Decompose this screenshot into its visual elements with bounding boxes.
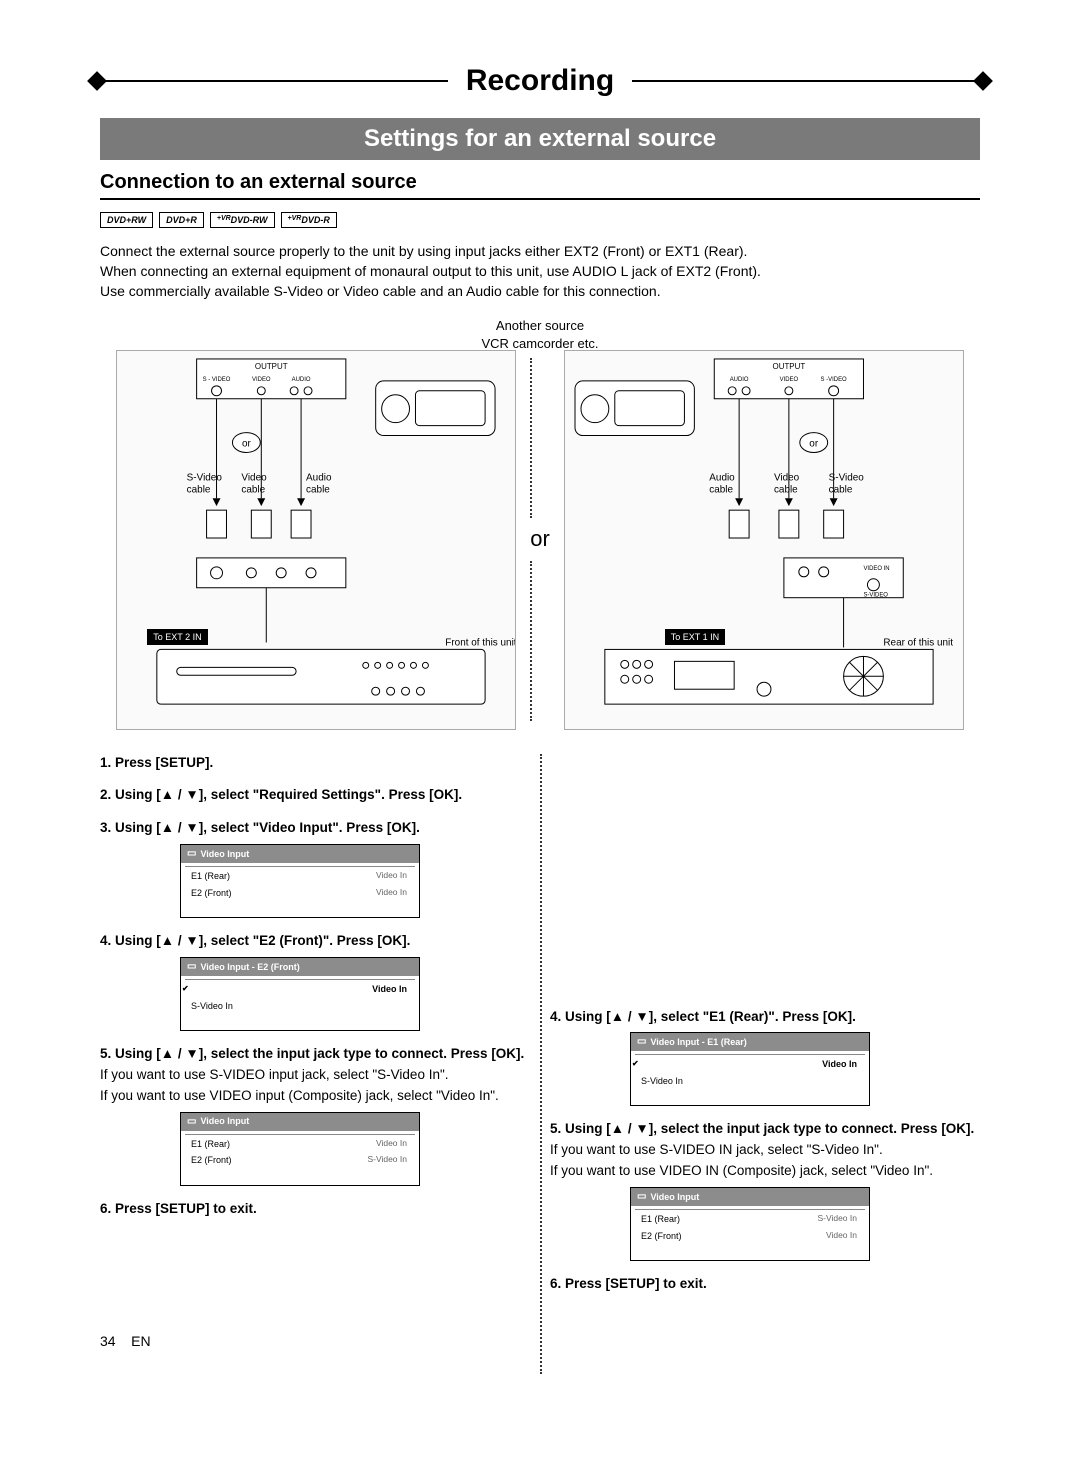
step-5-right-note1: If you want to use S-VIDEO IN jack, sele… [550, 1141, 980, 1160]
ornament-right [940, 80, 980, 82]
badge-dvd-minus-r: +VRDVD-R [281, 212, 337, 229]
menu-icon: ▭ [637, 1035, 646, 1049]
svg-text:Audio: Audio [709, 472, 735, 483]
menu-row-label: E1 (Rear) [191, 1138, 230, 1151]
badge-dvd-minus-rw: +VRDVD-RW [210, 212, 275, 229]
steps-divider [540, 754, 542, 1374]
svg-text:or: or [809, 438, 819, 449]
menu-row-value: S-Video In [817, 1213, 857, 1226]
menu-title-text: Video Input [650, 1191, 699, 1204]
svg-text:cable: cable [828, 484, 852, 495]
svg-text:cable: cable [709, 484, 733, 495]
or-divider: or [530, 352, 550, 727]
step-5-right-note2: If you want to use VIDEO IN (Composite) … [550, 1162, 980, 1181]
intro-line: Use commercially available S-Video or Vi… [100, 282, 980, 302]
diagram-front-ext2: OUTPUT S - VIDEO VIDEO AUDIO or S-Video … [116, 350, 516, 730]
page-lang: EN [131, 1333, 150, 1349]
menu-row-label: S-Video In [191, 1000, 233, 1013]
step-5-left-note2: If you want to use VIDEO input (Composit… [100, 1087, 530, 1106]
step-4-left: 4. Using [▲ / ▼], select "E2 (Front)". P… [100, 932, 530, 951]
svg-text:Audio: Audio [306, 472, 332, 483]
menu-title-text: Video Input [200, 848, 249, 861]
svg-text:S -VIDEO: S -VIDEO [820, 376, 847, 382]
menu-result-right: ▭ Video Input E1 (Rear) S-Video In E2 (Fro… [630, 1187, 870, 1261]
step-5-left: 5. Using [▲ / ▼], select the input jack … [100, 1045, 530, 1064]
svg-text:S - VIDEO: S - VIDEO [203, 376, 231, 382]
to-ext1-label: To EXT 1 IN [665, 629, 725, 646]
step-5-right: 5. Using [▲ / ▼], select the input jack … [550, 1120, 980, 1139]
svg-text:OUTPUT: OUTPUT [772, 361, 805, 370]
section-title-bar: Settings for an external source [100, 118, 980, 160]
menu-row-value: Video In [376, 887, 407, 900]
chapter-title: Recording [448, 60, 632, 102]
menu-icon: ▭ [187, 847, 196, 861]
intro-paragraph: Connect the external source properly to … [100, 242, 980, 301]
svg-text:cable: cable [242, 484, 266, 495]
badge-dvd-plus-r: DVD+R [159, 212, 204, 229]
step-3: 3. Using [▲ / ▼], select "Video Input". … [100, 819, 530, 838]
svg-text:VIDEO: VIDEO [252, 376, 271, 382]
menu-row-label: Video In [822, 1058, 857, 1071]
menu-row-label: Video In [372, 983, 407, 996]
step-2: 2. Using [▲ / ▼], select "Required Setti… [100, 786, 530, 805]
svg-text:Video: Video [774, 472, 800, 483]
svg-text:VIDEO: VIDEO [779, 376, 798, 382]
menu-icon: ▭ [187, 1115, 196, 1129]
page-number: 34 [100, 1333, 116, 1349]
menu-row-label: E1 (Rear) [641, 1213, 680, 1226]
to-ext2-label: To EXT 2 IN [147, 629, 207, 646]
menu-row-value: Video In [826, 1230, 857, 1243]
menu-row-label: E2 (Front) [641, 1230, 682, 1243]
svg-text:AUDIO: AUDIO [292, 376, 311, 382]
chapter-header: Recording [100, 60, 980, 102]
menu-row-value: Video In [376, 870, 407, 883]
step-6-right: 6. Press [SETUP] to exit. [550, 1275, 980, 1294]
menu-title-text: Video Input - E2 (Front) [200, 961, 299, 974]
rule-right [632, 80, 940, 82]
svg-text:S-VIDEO: S-VIDEO [863, 592, 888, 598]
ornament-left [100, 80, 140, 82]
step-5-left-note1: If you want to use S-VIDEO input jack, s… [100, 1066, 530, 1085]
badge-dvd-plus-rw: DVD+RW [100, 212, 153, 229]
step-1: 1. Press [SETUP]. [100, 754, 530, 773]
output-label: OUTPUT [255, 361, 288, 370]
subsection-title: Connection to an external source [100, 168, 980, 200]
svg-text:cable: cable [187, 484, 211, 495]
svg-text:or: or [242, 438, 252, 449]
menu-row-label: E2 (Front) [191, 1154, 232, 1167]
intro-line: When connecting an external equipment of… [100, 262, 980, 282]
menu-row-value: Video In [376, 1138, 407, 1151]
svg-text:cable: cable [774, 484, 798, 495]
step-4-right: 4. Using [▲ / ▼], select "E1 (Rear)". Pr… [550, 1008, 980, 1027]
step-6-left: 6. Press [SETUP] to exit. [100, 1200, 530, 1219]
diagram-rear-ext1: OUTPUT AUDIO VIDEO S -VIDEO or Audio cab… [564, 350, 964, 730]
menu-video-input: ▭ Video Input E1 (Rear) Video In E2 (Front… [180, 844, 420, 918]
menu-row-label: E2 (Front) [191, 887, 232, 900]
menu-result-left: ▭ Video Input E1 (Rear) Video In E2 (Front… [180, 1112, 420, 1186]
menu-icon: ▭ [637, 1190, 646, 1204]
format-badges: DVD+RW DVD+R +VRDVD-RW +VRDVD-R [100, 212, 980, 229]
steps-area: 1. Press [SETUP]. 2. Using [▲ / ▼], sele… [100, 754, 980, 1308]
steps-right-column: 4. Using [▲ / ▼], select "E1 (Rear)". Pr… [550, 754, 980, 1308]
rule-left [140, 80, 448, 82]
menu-e1-rear: ▭ Video Input - E1 (Rear) Video In S-Vide… [630, 1032, 870, 1106]
svg-text:Rear of this unit: Rear of this unit [883, 637, 953, 648]
svg-text:AUDIO: AUDIO [729, 376, 748, 382]
menu-row-value: S-Video In [367, 1154, 407, 1167]
connection-diagram: OUTPUT S - VIDEO VIDEO AUDIO or S-Video … [100, 350, 980, 730]
svg-text:VIDEO IN: VIDEO IN [863, 565, 889, 571]
svg-text:cable: cable [306, 484, 330, 495]
intro-line: Connect the external source properly to … [100, 242, 980, 262]
svg-text:Front of this unit: Front of this unit [446, 637, 516, 648]
source-annotation: Another source VCR camcorder etc. [100, 317, 980, 353]
menu-row-label: S-Video In [641, 1075, 683, 1088]
menu-e2-front: ▭ Video Input - E2 (Front) Video In S-Vid… [180, 957, 420, 1031]
menu-title-text: Video Input [200, 1115, 249, 1128]
menu-row-label: E1 (Rear) [191, 870, 230, 883]
menu-title-text: Video Input - E1 (Rear) [650, 1036, 746, 1049]
menu-icon: ▭ [187, 960, 196, 974]
steps-left-column: 1. Press [SETUP]. 2. Using [▲ / ▼], sele… [100, 754, 530, 1308]
svg-text:Video: Video [242, 472, 268, 483]
